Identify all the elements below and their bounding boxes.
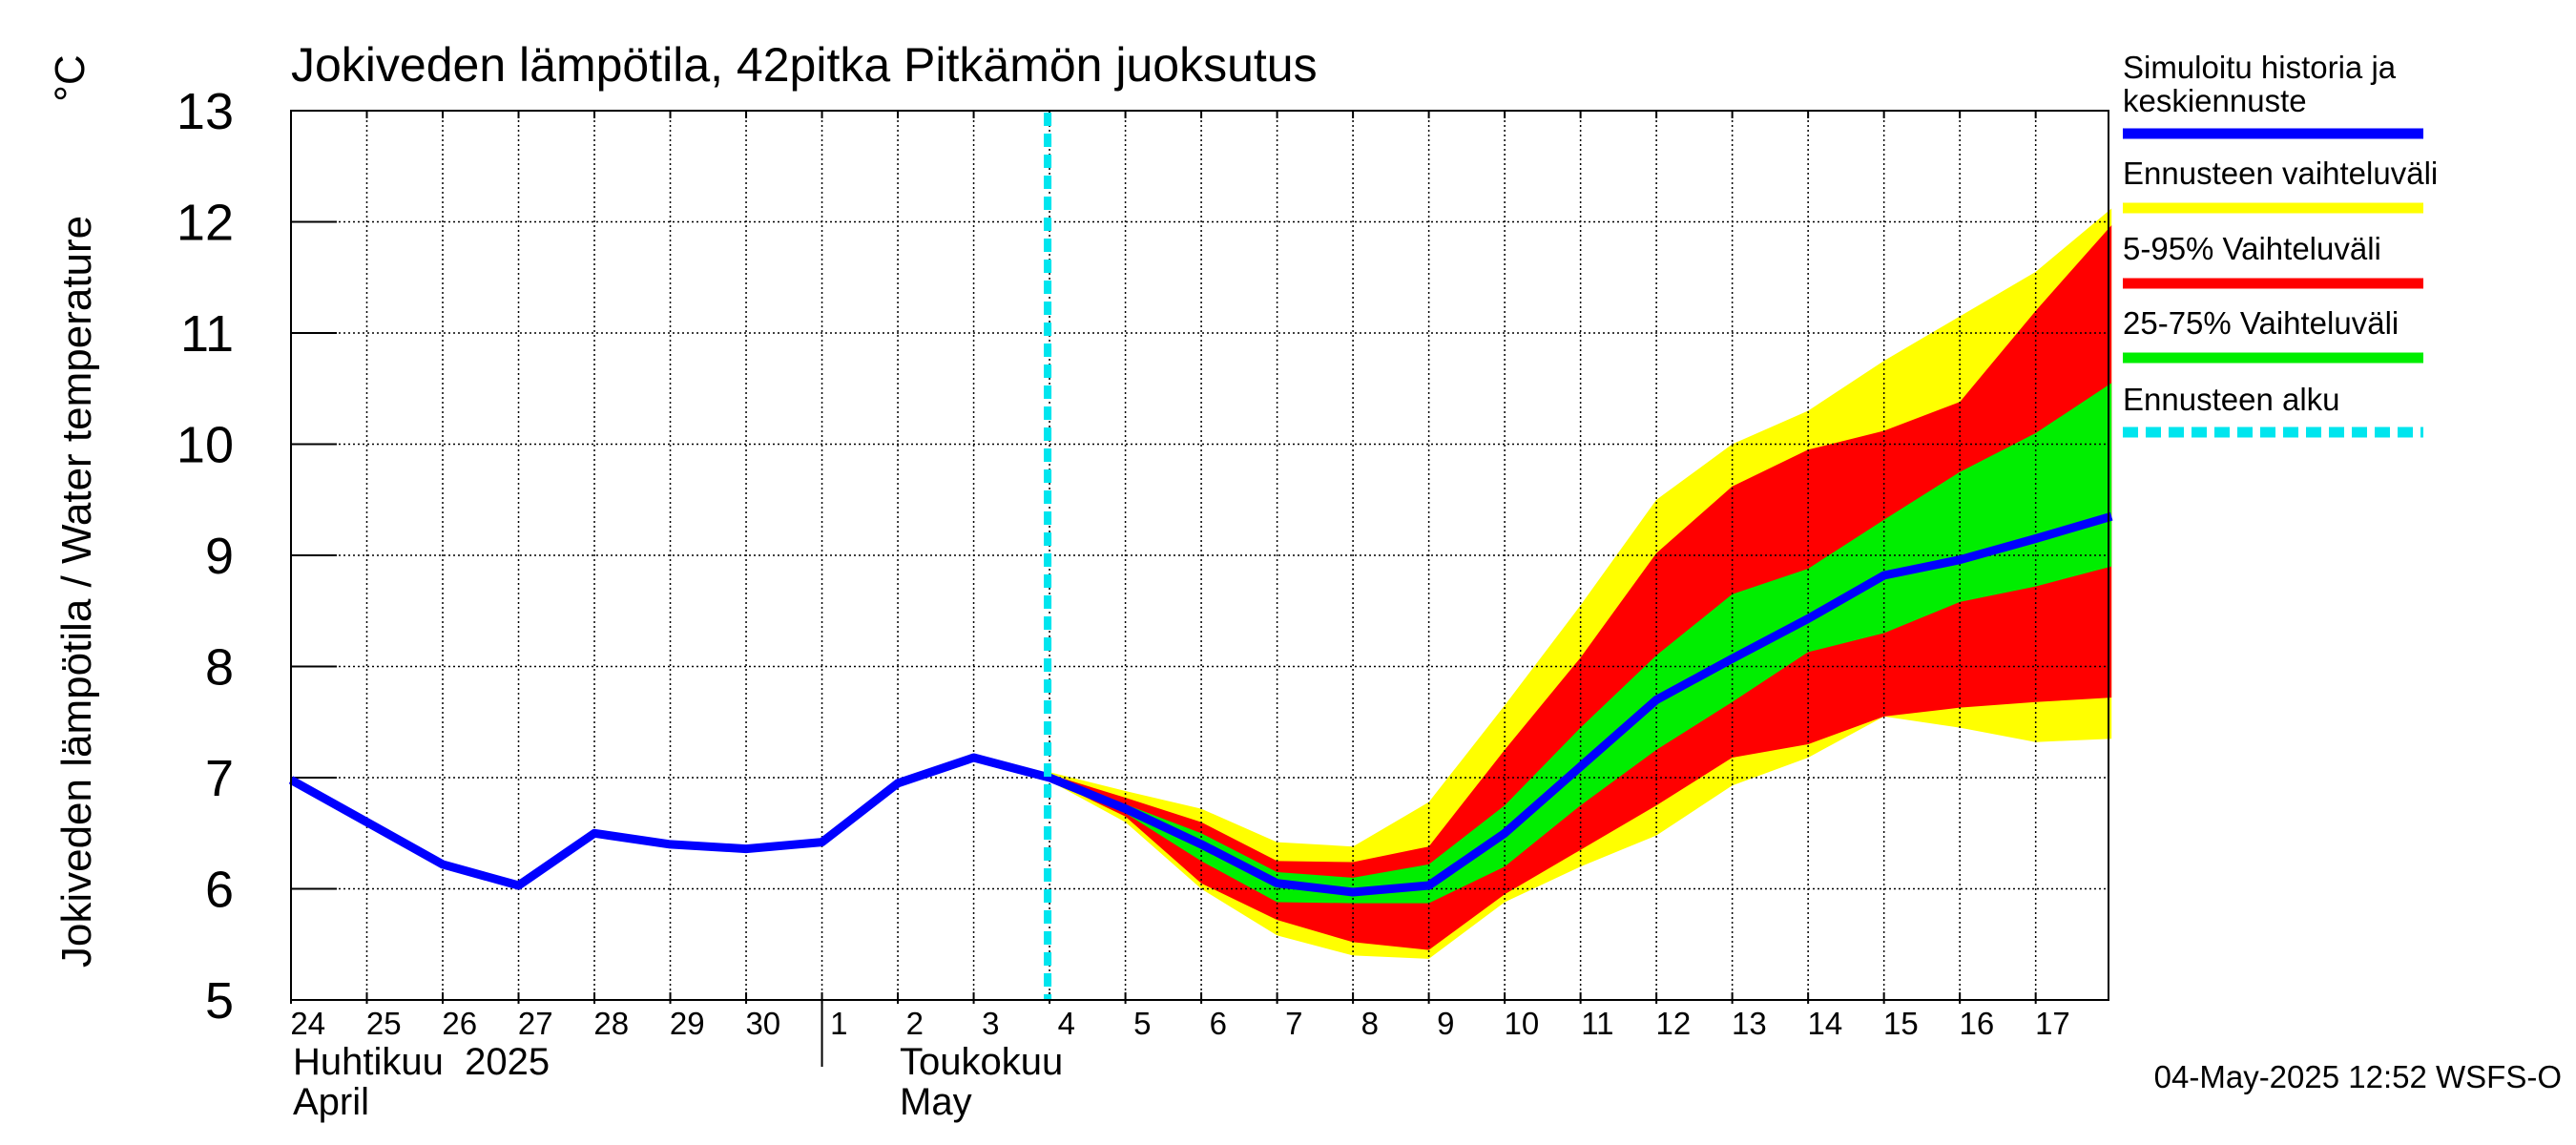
x-tick-label: 5 [1133, 1006, 1151, 1041]
legend-label: Ennusteen alku [2123, 382, 2340, 417]
x-tick-label: 17 [2035, 1006, 2070, 1041]
month-label-en: April [293, 1081, 369, 1123]
legend: Simuloitu historia ja keskiennuste Ennuste… [2123, 50, 2438, 438]
month-label-fi: Toukokuu [900, 1041, 1063, 1083]
x-tick-label: 11 [1581, 1006, 1613, 1041]
legend-label: 25-75% Vaihteluväli [2123, 305, 2399, 341]
series-line-0 [288, 511, 2113, 897]
y-axis-label: Jokiveden lämpötila / Water temperature [53, 216, 100, 968]
x-tick-label: 13 [1732, 1006, 1767, 1041]
plot-frame [290, 110, 2109, 1001]
x-tick-label: 4 [1058, 1006, 1075, 1041]
x-tick-label: 14 [1808, 1006, 1843, 1041]
x-tick-label: 3 [982, 1006, 999, 1041]
x-tick-label: 30 [745, 1006, 780, 1041]
month-label-en: May [900, 1081, 972, 1123]
y-tick-label: 10 [177, 417, 234, 474]
legend-label: 5-95% Vaihteluväli [2123, 231, 2381, 266]
x-tick-label: 28 [593, 1006, 629, 1041]
y-tick-label: 7 [205, 750, 234, 807]
x-tick-label: 1 [830, 1006, 847, 1041]
x-tick-label: 2 [906, 1006, 924, 1041]
x-tick-label: 6 [1210, 1006, 1227, 1041]
x-tick-label: 24 [290, 1006, 325, 1041]
x-tick-label: 29 [670, 1006, 705, 1041]
y-tick-label: 11 [180, 305, 234, 363]
x-tick-label: 7 [1285, 1006, 1302, 1041]
y-tick-label: 13 [177, 83, 234, 140]
y-tick-label: 9 [205, 528, 234, 585]
x-tick-label: 8 [1361, 1006, 1379, 1041]
y-tick-label: 8 [205, 639, 234, 697]
footer-timestamp: 04-May-2025 12:52 WSFS-O [2154, 1059, 2562, 1094]
x-tick-label: 12 [1656, 1006, 1692, 1041]
x-tick-label: 26 [442, 1006, 477, 1041]
x-tick-label: 9 [1437, 1006, 1454, 1041]
chart-title: Jokiveden lämpötila, 42pitka Pitkämön ju… [291, 38, 1318, 92]
x-tick-label: 27 [518, 1006, 553, 1041]
month-label-fi: Huhtikuu 2025 [293, 1041, 550, 1083]
x-tick-label: 16 [1960, 1006, 1995, 1041]
y-tick-label: 6 [205, 862, 234, 919]
y-unit-label: °C [47, 54, 93, 101]
y-tick-label: 5 [205, 972, 234, 1030]
x-tick-label: 15 [1883, 1006, 1919, 1041]
legend-label: Ennusteen vaihteluväli [2123, 156, 2438, 191]
legend-label: Simuloitu historia ja keskiennuste [2123, 50, 2397, 118]
x-tick-label: 10 [1505, 1006, 1540, 1041]
y-tick-label: 12 [177, 195, 234, 252]
band-0 [1049, 208, 2112, 959]
x-tick-label: 25 [366, 1006, 402, 1041]
